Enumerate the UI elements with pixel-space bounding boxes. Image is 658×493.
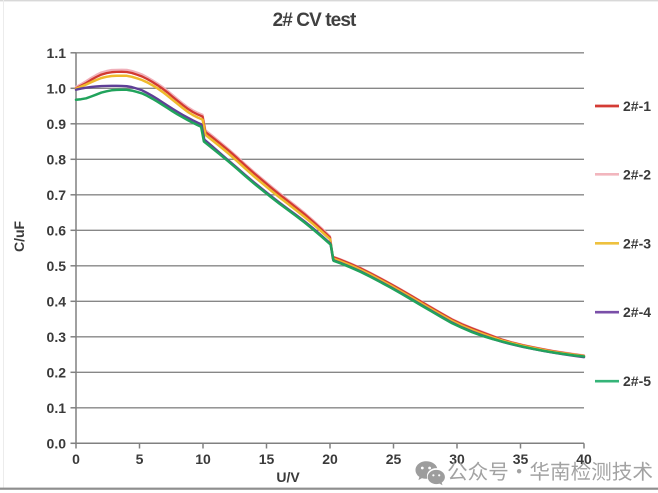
svg-text:30: 30 [449, 451, 465, 467]
svg-text:2#-2: 2#-2 [623, 166, 651, 182]
svg-text:25: 25 [386, 451, 402, 467]
svg-text:2#-5: 2#-5 [623, 373, 651, 389]
svg-text:0.9: 0.9 [47, 116, 67, 132]
svg-text:20: 20 [322, 451, 338, 467]
svg-text:2#-3: 2#-3 [623, 235, 651, 251]
svg-text:15: 15 [259, 451, 275, 467]
svg-text:0.4: 0.4 [47, 293, 67, 309]
svg-text:1.0: 1.0 [47, 80, 67, 96]
svg-text:1.1: 1.1 [47, 45, 67, 61]
svg-text:0.6: 0.6 [47, 222, 67, 238]
svg-text:35: 35 [513, 451, 529, 467]
svg-text:C/uF: C/uF [11, 221, 27, 253]
svg-text:2#-4: 2#-4 [623, 304, 651, 320]
svg-text:2# CV test: 2# CV test [273, 10, 357, 31]
svg-text:0.5: 0.5 [47, 258, 67, 274]
svg-text:40: 40 [576, 451, 592, 467]
svg-text:0.7: 0.7 [47, 187, 67, 203]
svg-text:0.1: 0.1 [47, 400, 67, 416]
svg-text:0.0: 0.0 [47, 435, 67, 451]
svg-text:0: 0 [72, 451, 80, 467]
svg-text:5: 5 [136, 451, 144, 467]
svg-text:10: 10 [195, 451, 211, 467]
svg-text:0.2: 0.2 [47, 364, 67, 380]
svg-text:2#-1: 2#-1 [623, 98, 651, 114]
svg-text:0.3: 0.3 [47, 329, 67, 345]
svg-text:0.8: 0.8 [47, 151, 67, 167]
svg-text:U/V: U/V [276, 469, 300, 485]
